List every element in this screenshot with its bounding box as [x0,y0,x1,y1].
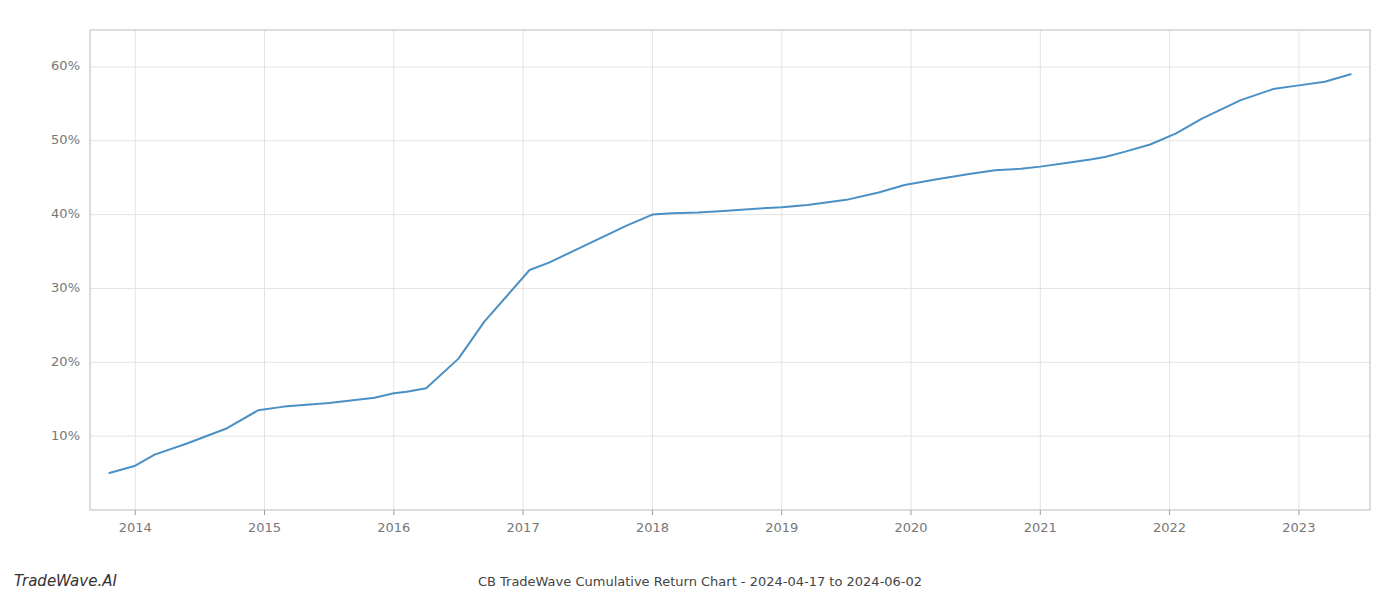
x-grid-line [781,30,782,510]
y-grid-line [90,66,1370,67]
chart: 10% 20% 30% 40% 50% 60% 2014 2015 2016 2017 2018 20… [0,0,1400,600]
axes: 10% 20% 30% 40% 50% 60% 2014 2015 2016 2017 2018 20… [51,30,1370,535]
y-tick-label: 20% [51,354,80,369]
x-tick-label: 2015 [248,520,281,535]
x-grid-line [1169,30,1170,510]
x-grid-line [523,30,524,510]
series [109,74,1350,473]
x-tick-label: 2020 [894,520,927,535]
x-tick-mark [135,510,136,515]
x-tick-mark [264,510,265,515]
x-tick-label: 2016 [377,520,410,535]
line [109,74,1350,473]
y-grid-line [90,214,1370,215]
x-tick-label: 2023 [1282,520,1315,535]
y-tick-label: 40% [51,206,80,221]
x-tick-label: 2014 [119,520,152,535]
page: {"chart_data": {"type": "line", "title":… [0,0,1400,600]
watermark: TradeWave.AI [14,572,117,590]
x-grid-line [652,30,653,510]
x-tick-mark [523,510,524,515]
y-grid-line [90,436,1370,437]
x-tick-label: 2019 [765,520,798,535]
y-tick-label: 50% [51,132,80,147]
x-tick-mark [652,510,653,515]
y-tick-label: 10% [51,428,80,443]
y-tick-label: 30% [51,280,80,295]
title: CB TradeWave Cumulative Return Chart - 2… [478,574,922,589]
x-tick-mark [781,510,782,515]
x-grid-line [1298,30,1299,510]
x-tick-label: 2017 [507,520,540,535]
x-grid-line [1040,30,1041,510]
y-tick-label: 60% [51,58,80,73]
y-grid-line [90,362,1370,363]
x-tick-label: 2018 [636,520,669,535]
x-grid-line [911,30,912,510]
x-tick-label: 2022 [1153,520,1186,535]
grid [90,30,1370,510]
x-tick-mark [1169,510,1170,515]
x-grid-line [393,30,394,510]
y-grid-line [90,140,1370,141]
x-grid-line [135,30,136,510]
x-tick-label: 2021 [1024,520,1057,535]
x-grid-line [264,30,265,510]
x-tick-mark [1040,510,1041,515]
y-grid-line [90,288,1370,289]
x-tick-mark [1298,510,1299,515]
plot-frame [90,30,1370,510]
x-tick-mark [393,510,394,515]
x-tick-mark [911,510,912,515]
